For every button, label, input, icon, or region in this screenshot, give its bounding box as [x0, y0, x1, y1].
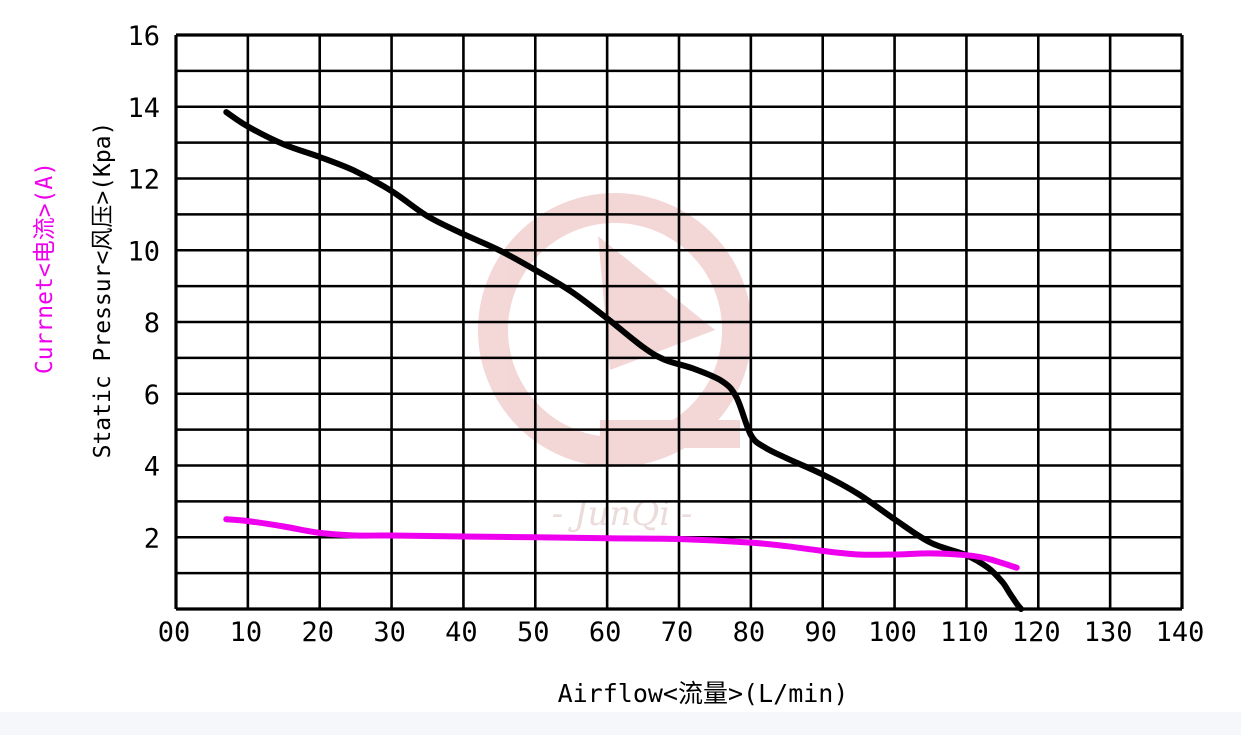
y-tick-label: 8 [144, 308, 160, 339]
x-tick-label: 80 [733, 617, 766, 648]
current-series-line [223, 516, 1020, 571]
x-tick-label: 40 [445, 617, 478, 648]
x-tick-label: 100 [868, 617, 917, 648]
x-tick-label: 140 [1156, 617, 1205, 648]
y-axis-label: Static Pressur<风压>(Kpa) [90, 122, 116, 459]
x-tick-label: 10 [230, 617, 263, 648]
y-tick-label: 12 [127, 165, 160, 196]
series-layer [223, 109, 1024, 612]
x-tick-label: 110 [940, 617, 989, 648]
y-tick-label: 16 [127, 21, 160, 52]
x-tick-label: 50 [517, 617, 550, 648]
y-tick-label: 4 [144, 452, 160, 483]
x-tick-label: 30 [373, 617, 406, 648]
fan-performance-chart: - JunQi - 00 10 20 30 40 50 60 70 80 90 100 110 120 1… [32, 21, 1205, 708]
y-tick-label: 6 [144, 380, 160, 411]
x-tick-label: 20 [301, 617, 334, 648]
x-tick-label: 90 [804, 617, 837, 648]
watermark-ring [478, 193, 752, 467]
watermark-text: - JunQi - [552, 494, 693, 534]
watermark-tail [600, 420, 740, 448]
y-tick-label: 2 [144, 523, 160, 554]
y-tick-label: 10 [127, 236, 160, 267]
x-tick-label: 70 [661, 617, 694, 648]
x-tick-label: 60 [589, 617, 622, 648]
x-tick-label: 120 [1012, 617, 1061, 648]
grid-lines [174, 33, 1184, 611]
x-tick-label: 130 [1084, 617, 1133, 648]
current-axis-label: Currnet<电流>(A) [32, 162, 58, 374]
bottom-band [0, 712, 1241, 735]
y-tick-label: 14 [127, 93, 160, 124]
x-axis-label: Airflow<流量>(L/min) [558, 679, 849, 708]
y-tick-labels: 2 4 6 8 10 12 14 16 [127, 21, 160, 554]
x-tick-label: 00 [158, 617, 191, 648]
x-tick-labels: 00 10 20 30 40 50 60 70 80 90 100 110 120 130 140 [158, 617, 1205, 648]
